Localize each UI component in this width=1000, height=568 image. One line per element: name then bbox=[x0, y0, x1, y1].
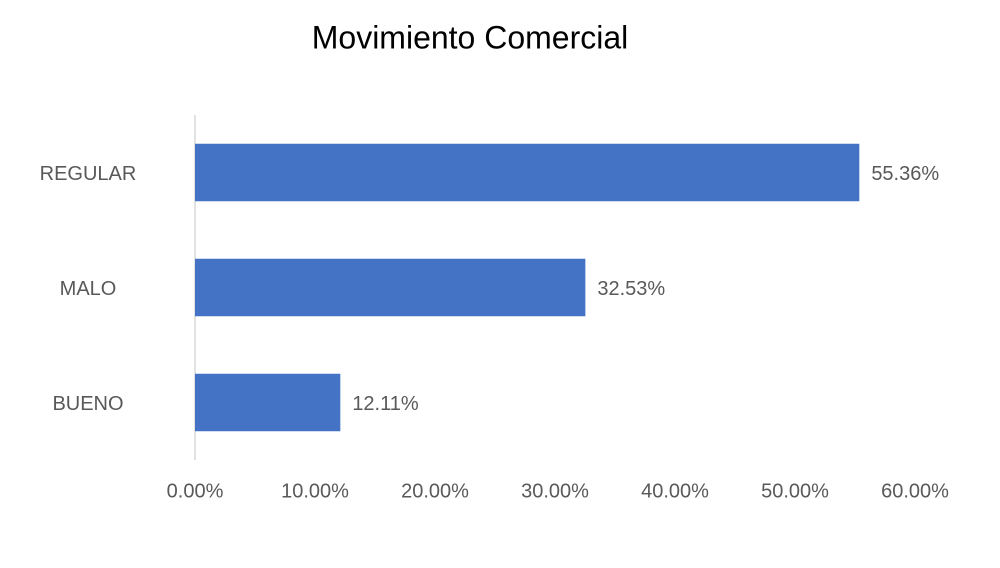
data-label: 12.11% bbox=[352, 393, 419, 415]
x-tick-label: 60.00% bbox=[881, 480, 949, 502]
bar bbox=[195, 258, 586, 317]
y-tick-label: REGULAR bbox=[40, 163, 137, 185]
data-label: 55.36% bbox=[871, 163, 939, 185]
bar bbox=[195, 373, 341, 432]
y-tick-label: BUENO bbox=[52, 393, 123, 415]
chart-title: Movimiento Comercial bbox=[312, 19, 629, 55]
x-tick-label: 0.00% bbox=[167, 480, 224, 502]
x-tick-label: 20.00% bbox=[401, 480, 469, 502]
x-tick-label: 30.00% bbox=[521, 480, 589, 502]
bar bbox=[195, 143, 860, 202]
x-tick-label: 50.00% bbox=[761, 480, 829, 502]
y-tick-label: MALO bbox=[60, 278, 117, 300]
x-tick-label: 40.00% bbox=[641, 480, 709, 502]
data-label: 32.53% bbox=[597, 278, 665, 300]
x-tick-label: 10.00% bbox=[281, 480, 349, 502]
